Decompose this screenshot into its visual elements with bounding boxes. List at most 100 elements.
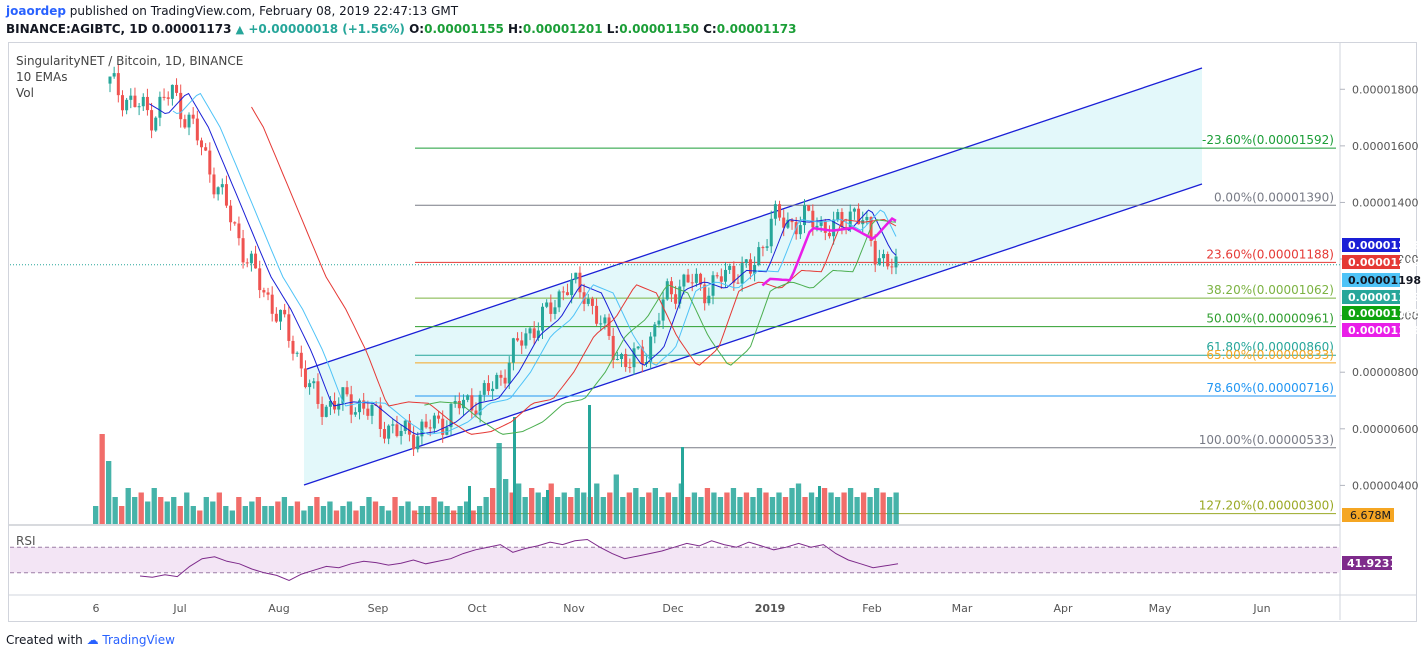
candle-body [279,309,283,322]
volume-bar [353,510,359,524]
candle-body [561,291,565,293]
volume-bar [333,510,340,524]
y-tick-label: 0.00000800 [1352,366,1418,379]
volume-bar [327,501,333,524]
candle-body [516,338,520,341]
candle-body [154,117,158,131]
volume-bar [730,488,737,524]
volume-bar [372,501,379,524]
candle-body [395,424,399,437]
volume-bar [125,488,131,524]
volume-bar [281,497,288,524]
candle-body [337,403,341,410]
candle-body [199,140,203,148]
author-name[interactable]: joaordep [6,4,66,18]
tradingview-brand[interactable]: TradingView [102,633,175,647]
candle-body [457,401,461,409]
tradingview-logo-icon[interactable]: ☁ [86,633,99,647]
candle-body [882,253,886,259]
x-tick-label: 2019 [755,602,786,615]
y-tick-label: 0.00001800 [1352,83,1418,96]
volume-bar [255,497,262,524]
candle-body [295,352,299,354]
fib-level-label: 50.00%(0.00000961) [1206,312,1334,326]
volume-bar [698,497,704,524]
candle-body [382,429,386,439]
volume-spike-bar [681,447,684,524]
volume-bar [509,492,515,524]
up-arrow-icon: ▲ [235,23,245,36]
volume-bar [288,506,294,524]
volume-bar [594,483,600,524]
candle-body [437,415,441,419]
volume-bar [184,492,190,524]
candle-body [179,92,183,120]
candle-body [403,420,407,431]
footer: Created with ☁ TradingView [6,633,175,647]
price-tag-bg [1342,323,1400,337]
high-label: H: [508,22,523,36]
volume-bar [307,506,314,524]
candle-body [636,346,640,349]
candle-body [482,383,486,395]
fib-level-label: 127.20%(0.00000300) [1199,499,1334,513]
candle-body [345,387,349,395]
candle-body [728,265,732,270]
rsi-label: RSI [16,534,36,548]
volume-bar [808,492,815,524]
volume-bar [320,506,327,524]
candle-body [112,73,116,77]
volume-spike-bar [818,486,821,524]
candle-body [557,291,561,308]
volume-bar [724,492,730,524]
legend-volume: Vol [16,86,34,100]
candle-body [836,212,840,220]
volume-bar [249,501,255,524]
volume-bar [561,492,567,524]
candle-body [499,374,503,378]
volume-bar [620,497,626,524]
candle-body [732,265,736,283]
chart-frame[interactable] [8,42,1417,622]
fib-level-label: 65.00%(0.00000833) [1206,348,1334,362]
volume-bar [737,497,743,524]
volume-bar [301,510,307,524]
volume-bar [197,510,203,524]
candle-body [723,269,727,282]
open-value: 0.00001155 [424,22,504,36]
candle-body [669,281,673,295]
candle-body [545,302,549,307]
volume-bar [463,501,470,524]
rsi-band [10,547,1340,573]
publish-info: published on TradingView.com, February 0… [69,4,459,18]
candle-body [740,263,744,284]
volume-bar [717,497,724,524]
volume-bar [340,506,346,524]
candle-body [807,205,811,211]
candle-body [599,323,603,325]
candle-body [358,400,362,413]
volume-bar [529,488,535,524]
volume-bar [548,483,554,524]
candle-body [686,274,690,283]
volume-bar [489,488,496,524]
candle-body [661,299,665,321]
ema-line-green [424,219,897,435]
ema-line-blue [149,92,897,435]
volume-bar [268,506,275,524]
volume-bar [242,506,248,524]
volume-bar [639,497,645,524]
candle-body [308,383,312,388]
candle-body [474,410,478,416]
candle-body [137,106,141,108]
candle-body [208,150,212,175]
candle-body [877,258,881,265]
volume-spike-bar [513,417,516,524]
candle-body [852,208,856,212]
candle-body [216,187,220,195]
candle-body [116,73,120,96]
volume-bar [763,492,769,524]
fib-level-label: 100.00%(0.00000533) [1199,433,1334,447]
candle-body [191,114,195,119]
